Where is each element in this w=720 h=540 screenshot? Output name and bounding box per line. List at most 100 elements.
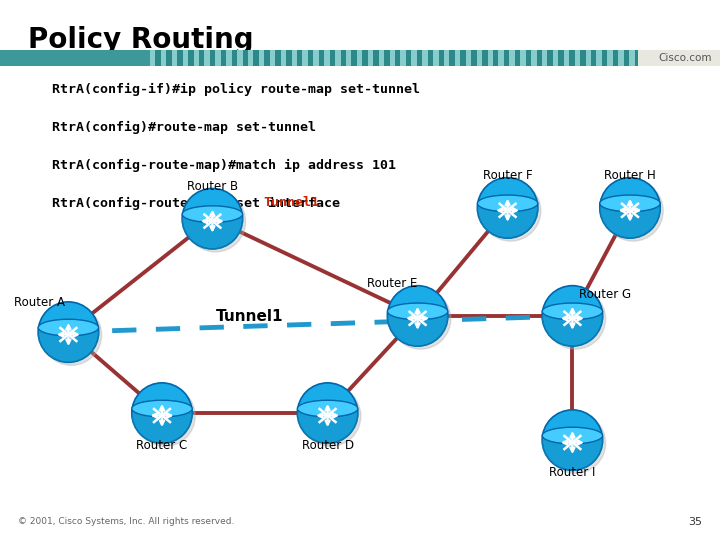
Circle shape: [182, 188, 243, 249]
Text: Router D: Router D: [302, 439, 354, 452]
Bar: [221, 50, 226, 66]
Text: Router I: Router I: [549, 466, 595, 479]
Bar: [493, 50, 498, 66]
Bar: [504, 50, 509, 66]
Bar: [585, 50, 591, 66]
Bar: [570, 50, 575, 66]
Polygon shape: [600, 208, 660, 238]
Bar: [498, 50, 504, 66]
Bar: [156, 50, 161, 66]
Text: RtrA(config-route-map)#match ip address 101: RtrA(config-route-map)#match ip address …: [52, 158, 396, 172]
Text: © 2001, Cisco Systems, Inc. All rights reserved.: © 2001, Cisco Systems, Inc. All rights r…: [18, 517, 235, 526]
Circle shape: [600, 178, 660, 238]
Text: 35: 35: [688, 517, 702, 527]
Bar: [531, 50, 536, 66]
Bar: [286, 50, 292, 66]
Polygon shape: [38, 332, 99, 362]
Bar: [411, 50, 417, 66]
Bar: [150, 50, 156, 66]
Bar: [608, 50, 613, 66]
Bar: [319, 50, 324, 66]
Bar: [487, 50, 493, 66]
Bar: [259, 50, 264, 66]
Bar: [536, 50, 542, 66]
Bar: [482, 50, 487, 66]
Bar: [351, 50, 357, 66]
Bar: [275, 50, 281, 66]
Ellipse shape: [38, 319, 99, 336]
Bar: [341, 50, 346, 66]
Bar: [362, 50, 368, 66]
Bar: [373, 50, 379, 66]
Bar: [302, 50, 308, 66]
Ellipse shape: [132, 400, 192, 417]
Bar: [553, 50, 558, 66]
Bar: [292, 50, 297, 66]
Bar: [253, 50, 259, 66]
Bar: [406, 50, 411, 66]
Bar: [466, 50, 471, 66]
Circle shape: [300, 386, 361, 447]
Bar: [515, 50, 521, 66]
Text: Policy Routing: Policy Routing: [28, 26, 253, 54]
Bar: [243, 50, 248, 66]
Text: Router G: Router G: [579, 288, 631, 301]
Text: Router E: Router E: [367, 277, 418, 290]
Bar: [237, 50, 243, 66]
Ellipse shape: [477, 195, 538, 212]
Circle shape: [603, 181, 663, 241]
Bar: [188, 50, 194, 66]
Text: RtrA(config-if)#ip policy route-map set-tunnel: RtrA(config-if)#ip policy route-map set-…: [52, 83, 420, 96]
Bar: [210, 50, 215, 66]
Bar: [232, 50, 237, 66]
Bar: [638, 50, 720, 66]
Bar: [379, 50, 384, 66]
Circle shape: [542, 286, 603, 346]
Bar: [634, 50, 640, 66]
Text: Router H: Router H: [604, 169, 656, 182]
Bar: [629, 50, 634, 66]
Circle shape: [297, 383, 358, 443]
Bar: [400, 50, 406, 66]
Text: Router B: Router B: [186, 180, 238, 193]
Bar: [521, 50, 526, 66]
Ellipse shape: [182, 206, 243, 222]
Bar: [422, 50, 428, 66]
Bar: [596, 50, 602, 66]
Bar: [455, 50, 460, 66]
Polygon shape: [297, 413, 358, 443]
Bar: [226, 50, 232, 66]
Bar: [297, 50, 302, 66]
Bar: [166, 50, 172, 66]
Polygon shape: [477, 208, 538, 238]
Text: RtrA(config)#route-map set-tunnel: RtrA(config)#route-map set-tunnel: [52, 120, 316, 133]
Circle shape: [545, 289, 606, 349]
Text: Tunnel1: Tunnel1: [216, 309, 284, 324]
Ellipse shape: [542, 303, 603, 320]
Bar: [281, 50, 286, 66]
Bar: [591, 50, 596, 66]
Bar: [547, 50, 553, 66]
Circle shape: [545, 413, 606, 474]
Bar: [613, 50, 618, 66]
Polygon shape: [182, 219, 243, 249]
Bar: [384, 50, 390, 66]
Bar: [477, 50, 482, 66]
Bar: [313, 50, 319, 66]
Bar: [330, 50, 335, 66]
Polygon shape: [542, 440, 603, 470]
Text: Cisco.com: Cisco.com: [659, 53, 712, 63]
Bar: [460, 50, 466, 66]
Bar: [324, 50, 330, 66]
Bar: [417, 50, 422, 66]
Polygon shape: [542, 316, 603, 346]
Bar: [199, 50, 204, 66]
Circle shape: [132, 383, 192, 443]
Circle shape: [41, 305, 102, 366]
Bar: [368, 50, 373, 66]
Bar: [264, 50, 270, 66]
Bar: [357, 50, 362, 66]
Bar: [558, 50, 564, 66]
Bar: [624, 50, 629, 66]
Circle shape: [480, 181, 541, 241]
